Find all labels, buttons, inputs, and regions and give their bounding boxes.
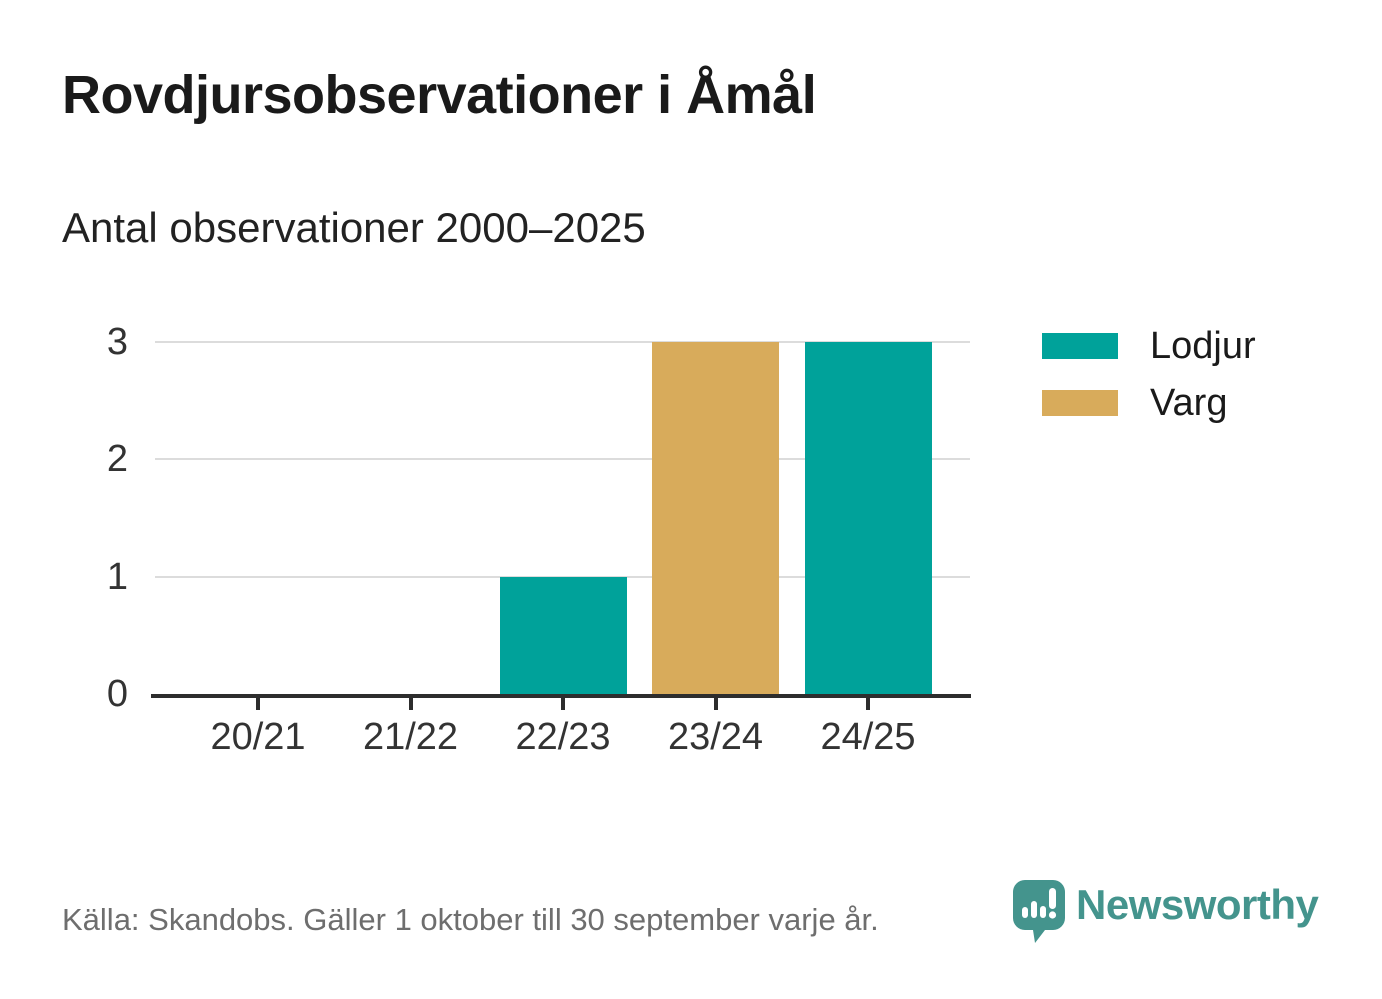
source-note: Källa: Skandobs. Gäller 1 oktober till 3… (62, 902, 879, 937)
bar-lodjur-24-25 (804, 341, 932, 694)
y-tick-label-0: 0 (106, 673, 128, 715)
legend-swatch-lodjur (1042, 333, 1118, 359)
x-tick-20-21 (256, 698, 260, 710)
brand-name: Newsworthy (1076, 881, 1319, 928)
chart-subtitle: Antal observationer 2000–2025 (62, 204, 646, 251)
x-axis-line (151, 694, 971, 698)
x-tick-label-22-23: 22/23 (515, 716, 611, 758)
x-tick-23-24 (713, 698, 718, 710)
y-tick-label-3: 3 (106, 320, 128, 363)
x-tick-label-20-21: 20/21 (210, 716, 306, 758)
x-tick-label-21-22: 21/22 (362, 716, 459, 758)
bar-varg-23-24 (652, 341, 779, 694)
gridline-y3 (155, 340, 970, 343)
newsworthy-bubble-chart-icon (1013, 880, 1065, 943)
newsworthy-logo: Newsworthy (1012, 879, 1332, 949)
y-tick-label-1: 1 (106, 555, 128, 598)
bar-lodjur-22-23 (499, 576, 627, 694)
gridline-y2 (155, 458, 970, 460)
x-tick-22-23 (561, 698, 565, 710)
page-title: Rovdjursobservationer i Åmål (62, 65, 817, 125)
x-tick-24-25 (866, 698, 870, 710)
legend-swatch-varg (1042, 390, 1118, 416)
x-tick-label-23-24: 23/24 (667, 716, 764, 758)
y-tick-label-2: 2 (106, 438, 128, 480)
x-tick-21-22 (408, 698, 413, 710)
legend-label-varg: Varg (1150, 382, 1228, 424)
legend-label-lodjur: Lodjur (1150, 325, 1256, 367)
x-tick-label-24-25: 24/25 (820, 716, 916, 758)
